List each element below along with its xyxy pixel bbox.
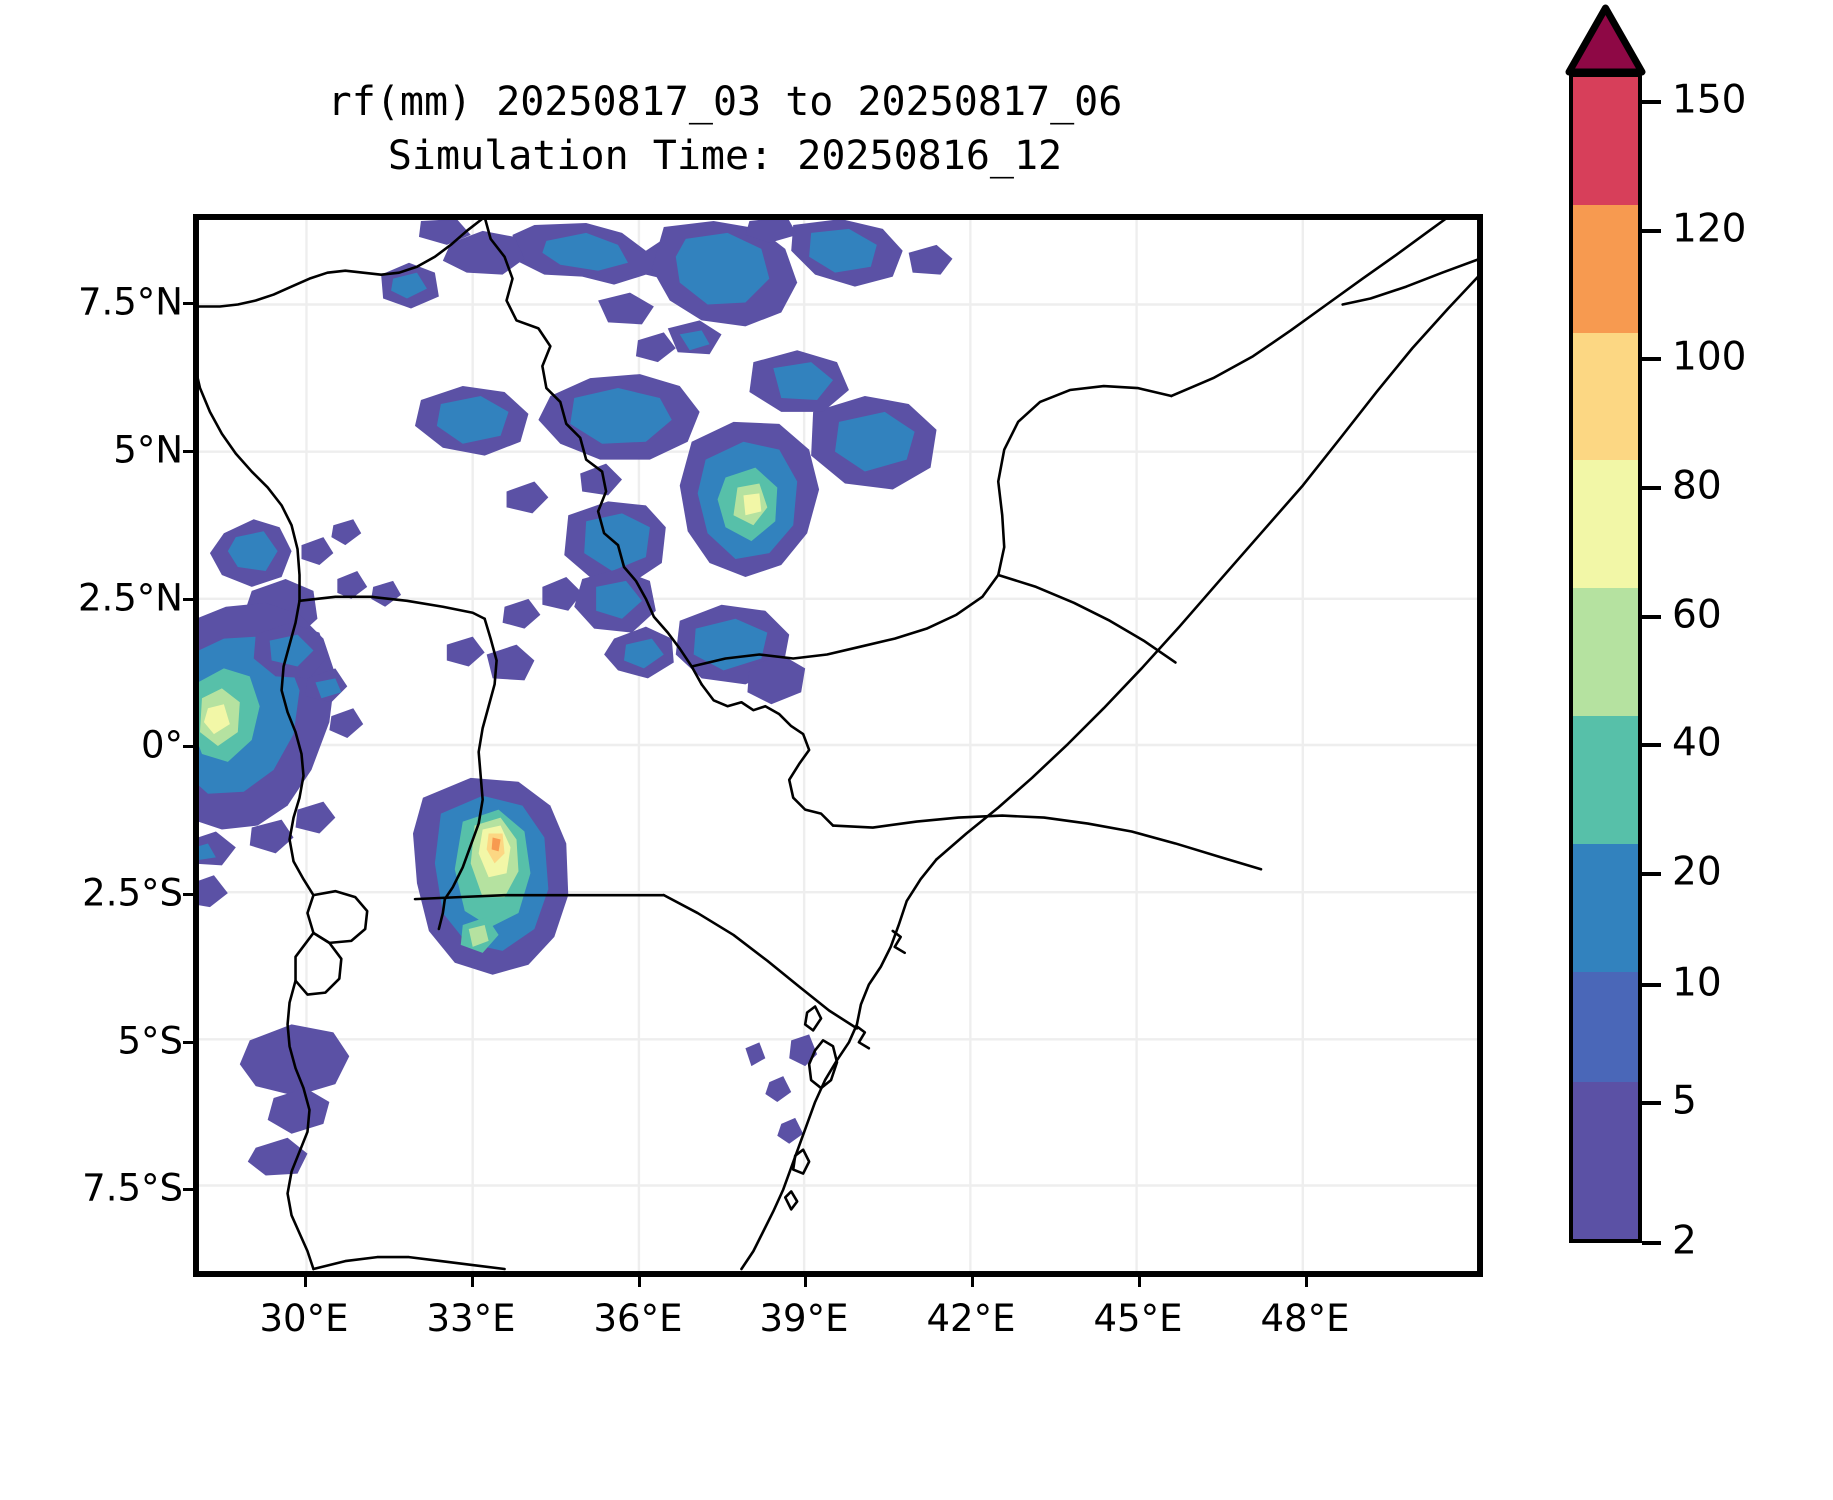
colorbar-tick-mark: [1642, 1241, 1661, 1245]
rain-patch-group-coast: [745, 1034, 818, 1144]
y-tick-mark: [183, 1188, 193, 1191]
title-line-2: Simulation Time: 20250816_12: [387, 132, 1063, 179]
page-title: rf(mm) 20250817_03 to 20250817_06 Simula…: [180, 76, 1270, 183]
y-tick-mark: [183, 893, 193, 896]
y-tick-mark: [183, 302, 193, 305]
colorbar-segment-20-40: [1573, 716, 1638, 844]
rain-patch-group-rift: [414, 332, 937, 577]
x-tick-mark: [638, 1277, 641, 1287]
y-tick-label-2_5N: 2.5°N: [77, 576, 183, 620]
y-tick-mark: [183, 745, 193, 748]
colorbar-label-80: 80: [1672, 463, 1722, 509]
x-tick-label-42E: 42°E: [926, 1297, 1016, 1340]
y-tick-mark: [183, 450, 193, 453]
colorbar-label-150: 150: [1672, 77, 1747, 123]
colorbar-tick-mark: [1642, 229, 1661, 233]
map-axes[interactable]: [193, 214, 1483, 1277]
colorbar-label-5: 5: [1672, 1078, 1697, 1124]
colorbar-label-2: 2: [1672, 1218, 1697, 1264]
title-line-1: rf(mm) 20250817_03 to 20250817_06: [327, 79, 1123, 125]
colorbar-segment-120-150: [1573, 77, 1638, 205]
y-tick-label-5N: 5°N: [113, 428, 183, 472]
colorbar[interactable]: [1565, 4, 1646, 1243]
map-borders: [196, 217, 1480, 1271]
x-tick-mark: [971, 1277, 974, 1287]
colorbar-segment-100-120: [1573, 204, 1638, 333]
colorbar-segment-80-100: [1573, 332, 1638, 461]
rain-patch-group-west: [196, 519, 402, 908]
x-tick-label-48E: 48°E: [1260, 1297, 1350, 1340]
rain-patch-group-central: [446, 501, 806, 705]
colorbar-extend-arrow-icon: [1565, 4, 1646, 76]
rainfall-contour-field: [196, 217, 953, 1176]
x-tick-label-30E: 30°E: [259, 1297, 349, 1340]
x-tick-label-39E: 39°E: [759, 1297, 849, 1340]
x-tick-label-36E: 36°E: [593, 1297, 683, 1340]
map-plot-area: [196, 217, 1480, 1274]
colorbar-tick-mark: [1642, 486, 1661, 490]
colorbar-body: [1569, 73, 1642, 1243]
colorbar-tick-mark: [1642, 983, 1661, 987]
rain-patch-group-north: [381, 217, 953, 355]
y-tick-label-5S: 5°S: [117, 1019, 183, 1063]
colorbar-label-100: 100: [1672, 334, 1747, 380]
colorbar-tick-mark: [1642, 872, 1661, 876]
y-tick-label-7_5N: 7.5°N: [77, 280, 183, 324]
y-tick-mark: [183, 1041, 193, 1044]
colorbar-tick-mark: [1642, 615, 1661, 619]
map-svg: [196, 217, 1480, 1274]
rain-patch-group-victoria: [412, 777, 569, 975]
x-tick-mark: [1138, 1277, 1141, 1287]
colorbar-segment-10-20: [1573, 843, 1638, 972]
x-tick-label-33E: 33°E: [426, 1297, 516, 1340]
colorbar-segment-5-10: [1573, 971, 1638, 1083]
rain-patch-group-southwest: [239, 1024, 350, 1176]
x-tick-mark: [804, 1277, 807, 1287]
y-tick-label-0: 0°: [140, 723, 183, 767]
colorbar-segment-60-80: [1573, 460, 1638, 589]
map-gridlines: [196, 217, 1480, 1274]
colorbar-tick-mark: [1642, 100, 1661, 104]
colorbar-label-60: 60: [1672, 592, 1722, 638]
colorbar-label-20: 20: [1672, 849, 1722, 895]
colorbar-label-120: 120: [1672, 206, 1747, 252]
x-tick-mark: [304, 1277, 307, 1287]
x-tick-label-45E: 45°E: [1093, 1297, 1183, 1340]
colorbar-tick-mark: [1642, 357, 1661, 361]
colorbar-tick-mark: [1642, 1101, 1661, 1105]
x-tick-mark: [471, 1277, 474, 1287]
colorbar-segment-40-60: [1573, 588, 1638, 717]
map-frame: [196, 217, 1480, 1274]
x-tick-mark: [1305, 1277, 1308, 1287]
colorbar-label-10: 10: [1672, 960, 1722, 1006]
y-tick-mark: [183, 598, 193, 601]
colorbar-label-40: 40: [1672, 720, 1722, 766]
y-tick-label-2_5S: 2.5°S: [82, 871, 183, 915]
colorbar-segment-2-5: [1573, 1082, 1638, 1239]
y-tick-label-7_5S: 7.5°S: [82, 1166, 183, 1210]
colorbar-tick-mark: [1642, 743, 1661, 747]
